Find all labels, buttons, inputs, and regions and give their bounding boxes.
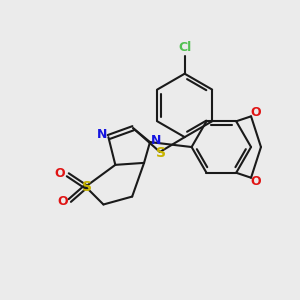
Text: S: S: [82, 180, 92, 194]
Text: O: O: [58, 195, 68, 208]
Text: O: O: [251, 106, 261, 119]
Text: N: N: [151, 134, 161, 147]
Text: N: N: [97, 128, 108, 141]
Text: S: S: [156, 146, 166, 160]
Text: O: O: [251, 175, 261, 188]
Text: O: O: [55, 167, 65, 180]
Text: Cl: Cl: [178, 41, 191, 55]
